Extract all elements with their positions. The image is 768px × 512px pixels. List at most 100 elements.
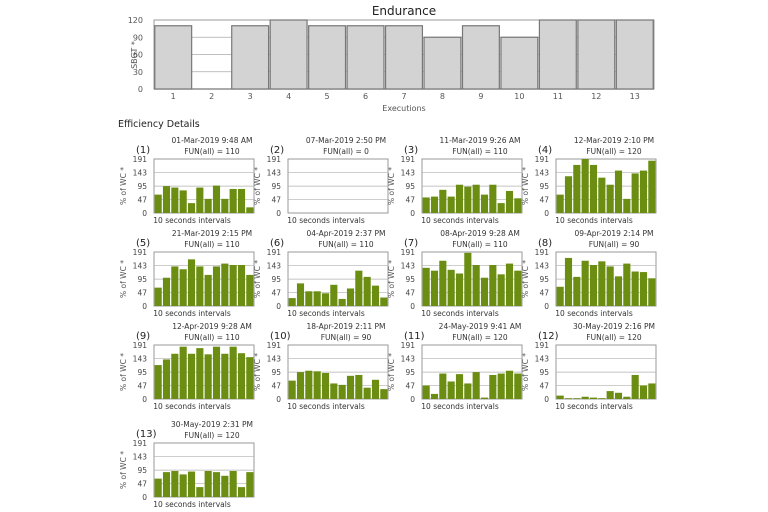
panel-bar (171, 187, 179, 213)
endurance-x-axis-label: Executions (382, 104, 425, 113)
panel-bar (196, 487, 204, 497)
endurance-x-tick-label: 6 (363, 92, 368, 101)
panel-y-tick-label: 47 (539, 196, 549, 205)
panel-bar (447, 269, 455, 306)
panel-y-axis-label: % of WC * (387, 167, 396, 205)
efficiency-panel: (12) 30-May-2019 2:16 PM FUN(all) = 120 % o… (521, 322, 657, 411)
panel-index: (1) (136, 145, 150, 156)
panel-fun-value: FUN(all) = 120 (452, 333, 508, 342)
panel-bar (229, 188, 237, 213)
endurance-bar (538, 19, 577, 90)
panel-bar (623, 198, 631, 213)
panel-y-tick-label: 95 (137, 466, 147, 475)
efficiency-panel: (11) 24-May-2019 9:41 AM FUN(all) = 120 % o… (387, 322, 523, 411)
endurance-x-tick-label: 12 (591, 92, 601, 101)
endurance-bar (231, 25, 270, 90)
panel-y-tick-label: 0 (410, 302, 415, 311)
panel-y-axis-label: % of WC * (387, 353, 396, 391)
panel-bar (355, 270, 363, 306)
panel-bar (556, 286, 564, 306)
panel-y-tick-label: 143 (535, 355, 550, 364)
panel-bar (162, 472, 171, 497)
panel-fun-value: FUN(all) = 120 (586, 333, 642, 342)
panel-bar (505, 263, 514, 306)
panel-bar (648, 160, 656, 213)
panel-bar (371, 285, 380, 306)
panel-date: 11-Mar-2019 9:26 AM (440, 136, 521, 145)
panel-bar (464, 383, 472, 399)
panel-bar (338, 298, 346, 306)
panel-bar (246, 274, 254, 306)
efficiency-panel: (1) 01-Mar-2019 9:48 AM FUN(all) = 110 % of… (119, 136, 255, 225)
panel-bar (614, 276, 623, 306)
panel-bar (305, 291, 313, 306)
panel-bar (221, 263, 229, 306)
panel-bar (204, 274, 212, 306)
panel-fun-value: FUN(all) = 110 (452, 147, 508, 156)
panel-y-tick-label: 95 (539, 368, 549, 377)
panel-bar (489, 374, 497, 399)
panel-bar (321, 372, 330, 399)
panel-index: (5) (136, 238, 150, 249)
panel-bar (648, 383, 656, 399)
panel-index: (10) (270, 331, 291, 342)
panel-y-tick-label: 0 (410, 395, 415, 404)
panel-y-tick-label: 191 (133, 439, 148, 448)
panel-bar (648, 278, 656, 306)
panel-y-tick-label: 0 (142, 395, 147, 404)
panel-y-tick-label: 143 (535, 262, 550, 271)
panel-bar (154, 194, 162, 213)
panel-bar (212, 472, 221, 497)
panel-bar (171, 353, 179, 399)
panel-bar (346, 288, 355, 306)
panel-bar (346, 375, 355, 399)
panel-y-tick-label: 95 (405, 368, 415, 377)
panel-bar (204, 354, 212, 399)
panel-x-axis-label: 10 seconds intervals (153, 402, 231, 411)
panel-x-axis-label: 10 seconds intervals (287, 402, 365, 411)
panel-bar (212, 185, 221, 213)
panel-x-axis-label: 10 seconds intervals (287, 216, 365, 225)
efficiency-panel: (2) 07-Mar-2019 2:50 PM FUN(all) = 0 % of W… (253, 136, 389, 225)
endurance-x-tick-label: 8 (440, 92, 445, 101)
panel-index: (4) (538, 145, 552, 156)
endurance-bar (423, 36, 462, 90)
panel-bar (581, 396, 589, 399)
panel-fun-value: FUN(all) = 120 (184, 431, 240, 440)
panel-y-tick-label: 95 (539, 182, 549, 191)
panel-index: (7) (404, 238, 418, 249)
panel-y-tick-label: 143 (133, 169, 148, 178)
panel-fun-value: FUN(all) = 120 (586, 147, 642, 156)
panel-bar (447, 381, 455, 399)
panel-bar (246, 357, 254, 399)
panel-bar (229, 470, 237, 497)
panel-y-tick-label: 47 (271, 382, 281, 391)
efficiency-panel: (5) 21-Mar-2019 2:15 PM FUN(all) = 110 % of… (119, 229, 255, 318)
panel-bar (639, 272, 648, 306)
panel-x-axis-label: 10 seconds intervals (153, 500, 231, 509)
panel-bar (187, 259, 196, 306)
panel-bar (556, 194, 564, 213)
efficiency-panel: (4) 12-Mar-2019 2:10 PM FUN(all) = 120 % of… (521, 136, 657, 225)
panel-fun-value: FUN(all) = 110 (452, 240, 508, 249)
panel-date: 07-Mar-2019 2:50 PM (306, 136, 386, 145)
panel-bar (422, 385, 430, 399)
panel-x-axis-label: 10 seconds intervals (421, 216, 499, 225)
panel-index: (11) (404, 331, 425, 342)
endurance-y-tick-label: 60 (133, 51, 143, 60)
panel-bar (581, 159, 589, 213)
panel-bar (514, 270, 522, 306)
panel-y-tick-label: 191 (535, 248, 550, 257)
panel-bar (196, 187, 204, 213)
endurance-x-tick-label: 10 (514, 92, 524, 101)
panel-bar (497, 203, 505, 213)
panel-y-tick-label: 191 (267, 341, 282, 350)
endurance-bar (308, 25, 347, 90)
panel-index: (8) (538, 238, 552, 249)
efficiency-panel: (9) 12-Apr-2019 9:28 AM FUN(all) = 110 % of… (119, 322, 255, 411)
panel-y-tick-label: 0 (544, 302, 549, 311)
panel-y-tick-label: 0 (142, 493, 147, 502)
panel-bar (631, 173, 639, 213)
panel-y-tick-label: 143 (267, 169, 282, 178)
panel-date: 21-Mar-2019 2:15 PM (172, 229, 252, 238)
